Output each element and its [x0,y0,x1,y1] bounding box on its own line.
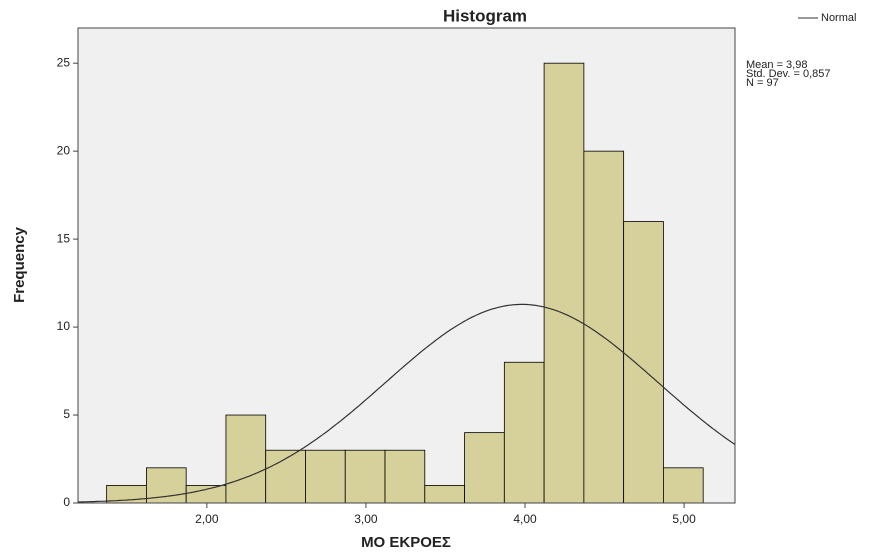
bar [583,150,625,504]
bar [384,449,426,504]
legend-label: Normal [821,12,856,24]
y-tick-label: 5 [63,407,70,421]
bar [305,449,346,504]
bar [543,62,585,504]
stat-mean: Mean = 3,98 [746,59,807,71]
bar [464,432,505,504]
x-tick-label: 2,00 [195,512,219,526]
bar [185,485,227,504]
y-tick-label: 25 [57,55,71,69]
bar [424,485,465,504]
y-axis-label: Frequency [11,226,28,303]
x-tick-label: 5,00 [672,512,696,526]
y-tick-label: 15 [57,231,71,245]
bar [225,414,267,504]
bar [146,467,187,504]
y-tick-label: 20 [57,143,71,157]
x-axis-label: ΜΟ ΕΚΡΟΕΣ [361,534,451,551]
bar [623,221,664,504]
stat-n: N = 97 [746,77,779,89]
x-tick-label: 4,00 [513,512,537,526]
stat-sd: Std. Dev. = 0,857 [746,68,831,80]
y-tick-label: 10 [57,319,71,333]
bar [503,361,545,504]
bar [344,449,386,504]
chart-title: Histogram [443,6,527,25]
bar [663,467,704,504]
normal-curve [78,303,736,503]
x-tick-label: 3,00 [354,512,378,526]
y-tick-label: 0 [63,495,70,509]
